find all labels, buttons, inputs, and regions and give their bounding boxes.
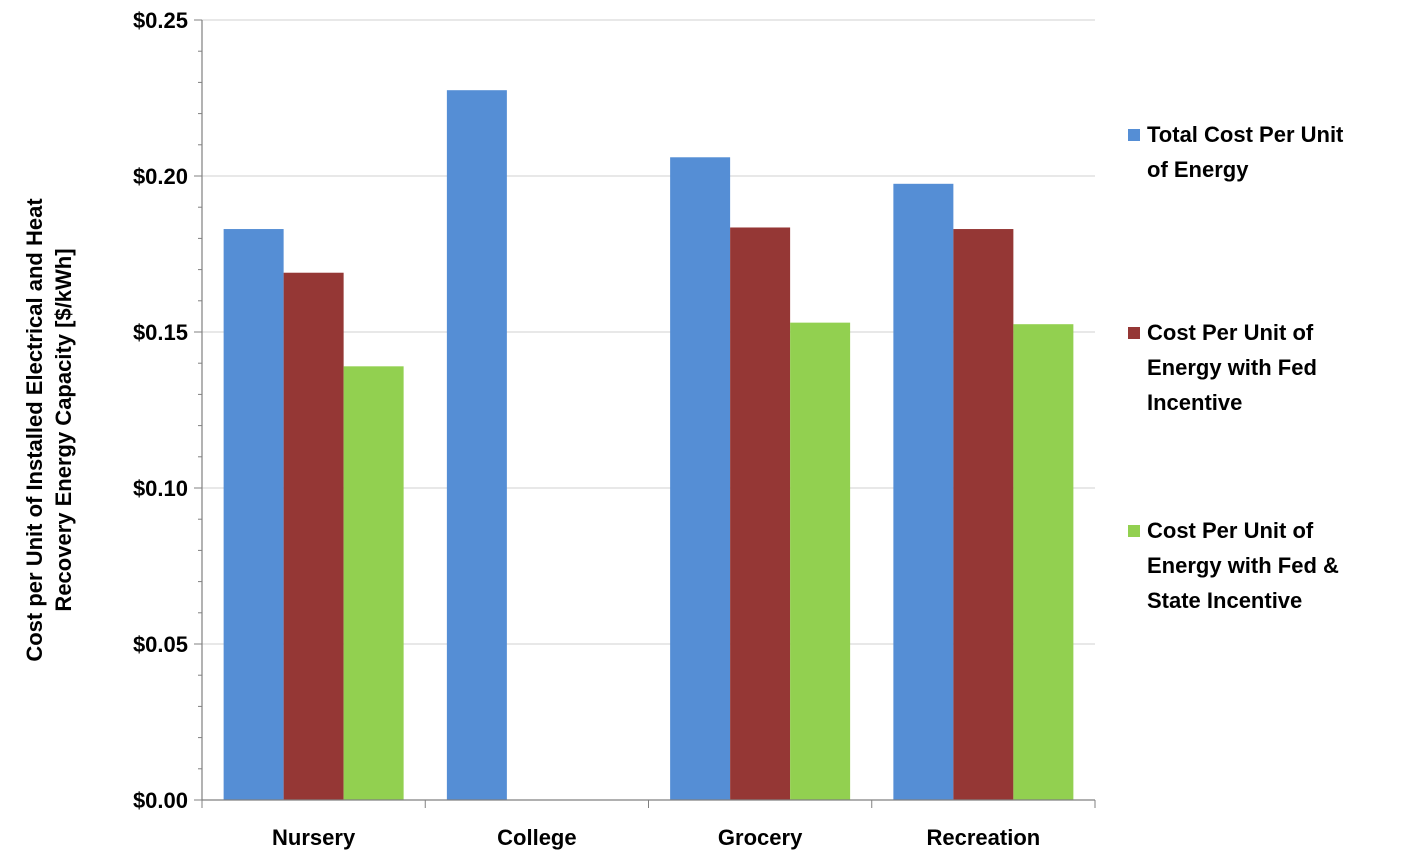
legend-label: Total Cost Per Unit of Energy [1147,122,1344,182]
bar-nursery-series-2 [283,272,344,801]
y-tick-labels: $0.00 $0.05 $0.10 $0.15 $0.20 $0.25 [133,8,188,813]
bar-nursery-series-1 [223,229,284,801]
y-tick-label: $0.15 [133,320,188,345]
y-tick-label: $0.00 [133,788,188,813]
legend-label-line: Cost Per Unit of [1147,518,1314,543]
legend-swatch [1128,129,1140,141]
y-axis-title: Cost per Unit of Installed Electrical an… [22,198,76,662]
legend-label-line: Cost Per Unit of [1147,320,1314,345]
bar-grocery-series-1 [670,157,731,800]
y-axis-title-line: Cost per Unit of Installed Electrical an… [22,198,47,662]
bar-recreation-series-3 [1013,324,1074,800]
y-tick-label: $0.25 [133,8,188,33]
bar-recreation-series-1 [893,183,954,801]
legend-label-line: Total Cost Per Unit [1147,122,1344,147]
legend-swatch [1128,327,1140,339]
legend-label-line: of Energy [1147,157,1249,182]
legend-label-line: State Incentive [1147,588,1302,613]
legend-label-line: Energy with Fed [1147,355,1317,380]
legend-label-line: Incentive [1147,390,1242,415]
y-axis-title-line: Recovery Energy Capacity [$/kWh] [51,248,76,611]
bars [223,90,1074,801]
x-category-label: Nursery [272,825,356,850]
y-axis-title-text: Cost per Unit of Installed Electrical an… [22,198,76,662]
bar-college-series-1 [446,90,507,800]
bar-grocery-series-3 [790,322,851,800]
legend-swatch [1128,525,1140,537]
x-category-label: Grocery [718,825,803,850]
x-category-labels: Nursery College Grocery Recreation [272,825,1040,850]
legend-label: Cost Per Unit of Energy with Fed Incentive [1147,320,1317,415]
bar-recreation-series-2 [953,229,1014,801]
y-tick-label: $0.20 [133,164,188,189]
axes [194,19,1096,808]
x-category-label: College [497,825,576,850]
y-tick-label: $0.10 [133,476,188,501]
bar-grocery-series-2 [730,227,791,801]
legend-label-line: Energy with Fed & [1147,553,1339,578]
legend-label: Cost Per Unit of Energy with Fed & State I… [1147,518,1339,613]
bar-nursery-series-3 [343,366,404,800]
x-category-label: Recreation [927,825,1041,850]
legend: Total Cost Per Unit of Energy Cost Per Uni… [1128,122,1344,613]
y-tick-label: $0.05 [133,632,188,657]
